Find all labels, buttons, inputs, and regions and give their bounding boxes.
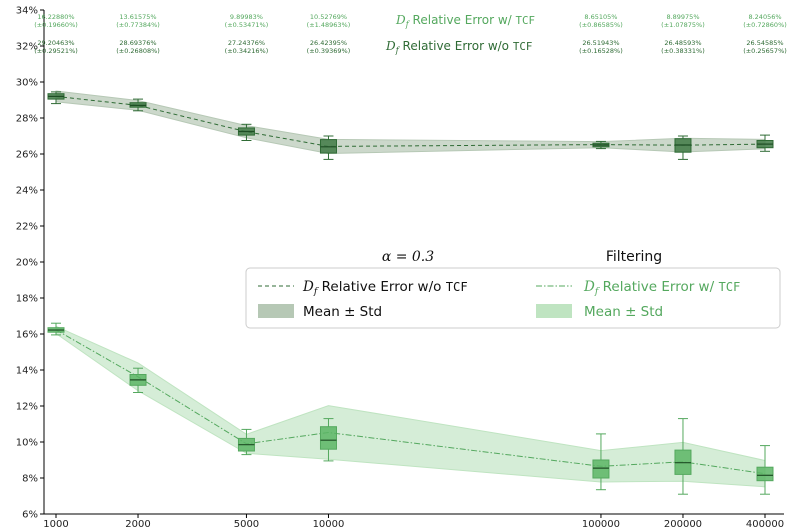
y-tick-label: 24%	[16, 186, 38, 197]
annotation-wo-mean: 29.20463%	[37, 39, 74, 47]
y-tick-label: 22%	[16, 222, 38, 233]
legend-box	[245, 267, 781, 329]
header-w-tcf: Df Relative Error w/ TCF	[395, 13, 535, 29]
annotation-wo-std: (±0.34216%)	[225, 47, 269, 55]
annotation-w-mean: 9.89983%	[230, 13, 263, 21]
box-w	[756, 466, 774, 482]
legend-w-line-label-subscript: f	[594, 286, 600, 297]
annotation-w-std: (±0.86585%)	[579, 21, 623, 29]
y-tick-label: 32%	[16, 42, 38, 53]
legend-wo-line-label: Df Relative Error w/o TCF	[302, 279, 468, 297]
legend-w-band-swatch	[536, 304, 572, 318]
annotation-wo-mean: 27.24376%	[228, 39, 265, 47]
legend-w-line-label: Df Relative Error w/ TCF	[583, 279, 740, 297]
filtering-label: Filtering	[606, 249, 662, 265]
annotation-w-std: (±0.19660%)	[34, 21, 78, 29]
y-tick-label: 6%	[22, 510, 38, 521]
box-w	[319, 426, 337, 450]
y-tick-label: 14%	[16, 366, 38, 377]
annotation-w-mean: 10.52769%	[310, 13, 347, 21]
y-tick-label: 28%	[16, 114, 38, 125]
legend-w-line-label-symbol: D	[583, 279, 595, 295]
header-wo-tcf-subscript: f	[395, 45, 401, 55]
annotation-wo-std: (±0.38331%)	[661, 47, 705, 55]
y-tick-label: 8%	[22, 474, 38, 485]
header-wo-tcf-symbol: D	[385, 39, 396, 53]
y-tick-label: 12%	[16, 402, 38, 413]
annotation-wo-mean: 26.48593%	[664, 39, 701, 47]
legend-w-band-label: Mean ± Std	[584, 304, 663, 320]
header-w-tcf-subscript: f	[405, 19, 411, 29]
legend-wo-line-label-code: TCF	[446, 280, 468, 294]
annotation-wo-std: (±0.39369%)	[307, 47, 351, 55]
annotation-w-std: (±0.72860%)	[743, 21, 787, 29]
header-w-tcf-text: Relative Error w/	[409, 13, 516, 27]
header-w-tcf-code: TCF	[516, 14, 536, 27]
annotation-wo-mean: 26.42395%	[310, 39, 347, 47]
header-wo-tcf: Df Relative Error w/o TCF	[385, 39, 532, 55]
legend-w-line-label-text: Relative Error w/	[598, 279, 718, 295]
band-wo	[55, 90, 766, 155]
annotation-wo-std: (±0.25657%)	[743, 47, 787, 55]
y-tick-label: 18%	[16, 294, 38, 305]
annotation-w-mean: 8.24056%	[748, 13, 781, 21]
box-w	[592, 459, 610, 479]
annotation-w-std: (±1.07875%)	[661, 21, 705, 29]
x-tick-label: 200000	[664, 519, 702, 530]
header-wo-tcf-text: Relative Error w/o	[399, 39, 513, 53]
x-tick-label: 2000	[125, 519, 150, 530]
alpha-label: α = 0.3	[382, 249, 434, 265]
annotation-w-std: (±0.77384%)	[116, 21, 160, 29]
annotation-w-mean: 8.89975%	[666, 13, 699, 21]
header-w-tcf-symbol: D	[395, 13, 406, 27]
annotation-wo-std: (±0.29521%)	[34, 47, 78, 55]
annotation-w-mean: 16.22880%	[37, 13, 74, 21]
y-tick-label: 30%	[16, 78, 38, 89]
x-tick-label: 10000	[313, 519, 345, 530]
x-tick-label: 5000	[234, 519, 259, 530]
legend-w-line-label-code: TCF	[718, 280, 740, 294]
x-tick-label: 100000	[582, 519, 620, 530]
legend-wo-band-swatch	[258, 304, 294, 318]
annotation-wo-mean: 26.54585%	[746, 39, 783, 47]
y-tick-label: 10%	[16, 438, 38, 449]
y-tick-label: 34%	[16, 6, 38, 17]
annotation-w-mean: 13.61575%	[119, 13, 156, 21]
legend-wo-line-label-text: Relative Error w/o	[317, 279, 445, 295]
legend-wo-band-label: Mean ± Std	[303, 304, 382, 320]
annotation-w-std: (±0.53471%)	[225, 21, 269, 29]
annotation-wo-mean: 26.51943%	[582, 39, 619, 47]
legend-wo-line-label-subscript: f	[313, 286, 319, 297]
annotation-wo-mean: 28.69376%	[119, 39, 156, 47]
x-tick-label: 1000	[43, 519, 68, 530]
y-tick-label: 20%	[16, 258, 38, 269]
header-wo-tcf-code: TCF	[513, 40, 533, 53]
y-tick-label: 16%	[16, 330, 38, 341]
annotation-w-std: (±1.48963%)	[307, 21, 351, 29]
y-tick-label: 26%	[16, 150, 38, 161]
annotation-wo-std: (±0.26808%)	[116, 47, 160, 55]
annotation-w-mean: 8.65105%	[584, 13, 617, 21]
annotation-wo-std: (±0.16528%)	[579, 47, 623, 55]
x-tick-label: 400000	[746, 519, 784, 530]
legend-wo-line-label-symbol: D	[302, 279, 314, 295]
